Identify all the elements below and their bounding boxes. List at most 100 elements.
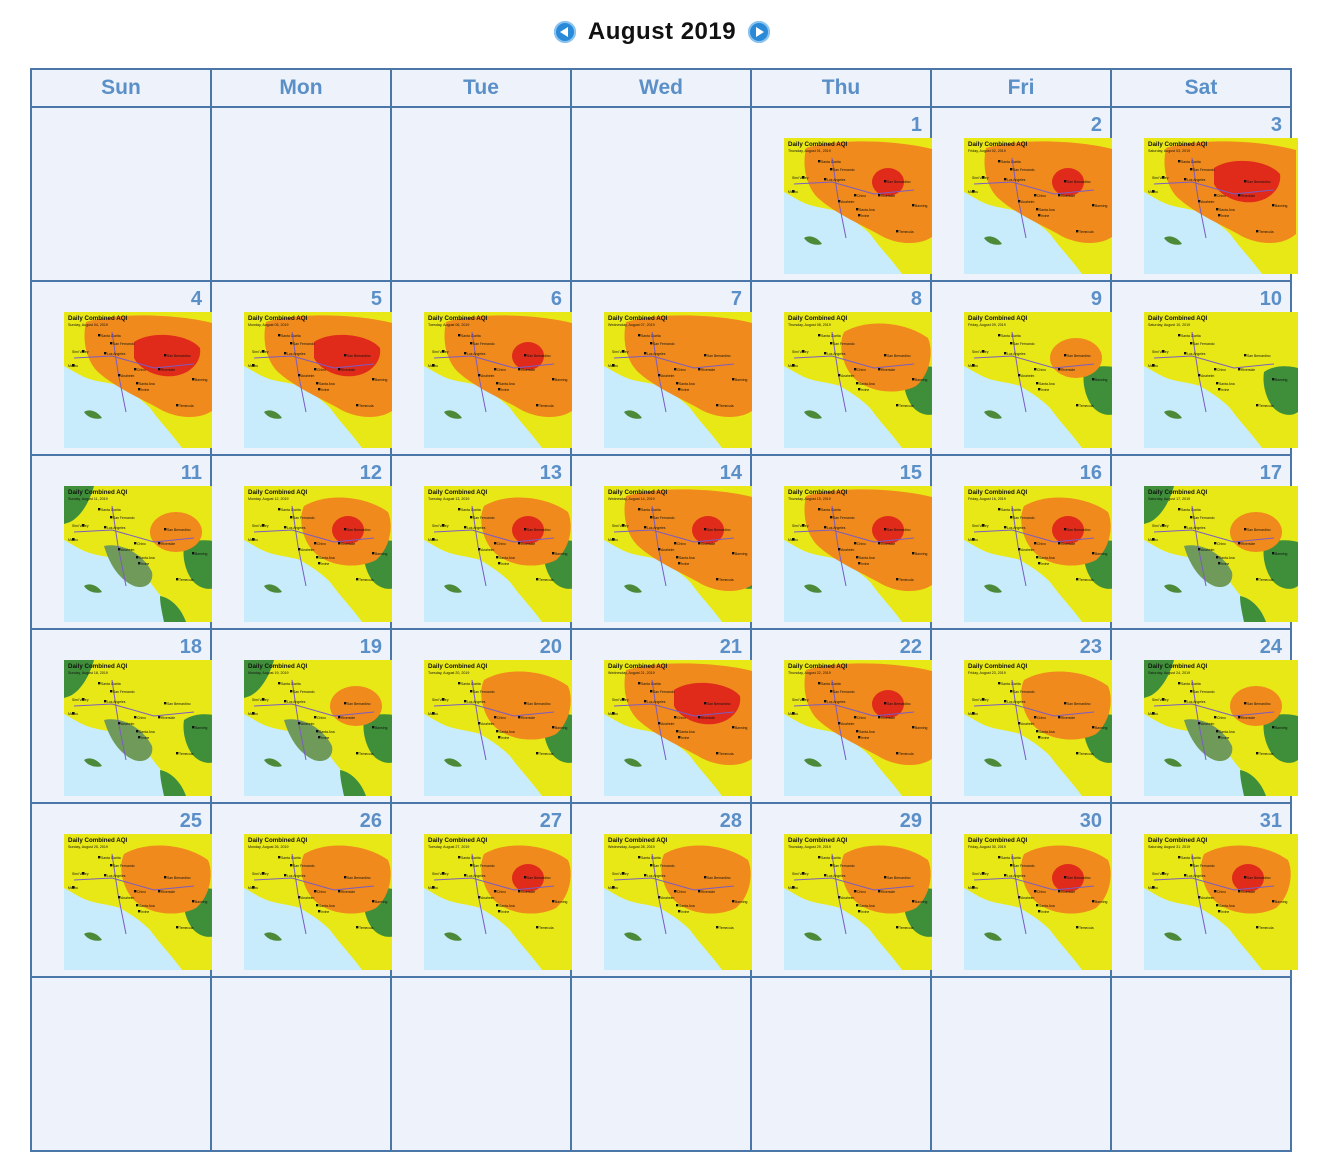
day-cell[interactable]: 13 Daily Combined AQI Tuesday, August 13, … — [390, 454, 578, 630]
aqi-map-thumbnail[interactable]: Daily Combined AQI Thursday, August 22, 2… — [784, 660, 938, 796]
city-marker — [284, 874, 287, 877]
day-cell[interactable]: 30 Daily Combined AQI Friday, August 30, 2… — [930, 802, 1118, 978]
aqi-map-thumbnail[interactable]: Daily Combined AQI Sunday, August 25, 201… — [64, 834, 218, 970]
day-cell[interactable]: 28 Daily Combined AQI Wednesday, August 28… — [570, 802, 758, 978]
city-marker — [138, 388, 141, 391]
aqi-map-thumbnail[interactable]: Daily Combined AQI Tuesday, August 06, 20… — [424, 312, 578, 448]
city-marker — [1216, 730, 1219, 733]
aqi-map-thumbnail[interactable]: Daily Combined AQI Wednesday, August 28, … — [604, 834, 758, 970]
aqi-map-thumbnail[interactable]: Daily Combined AQI Sunday, August 04, 201… — [64, 312, 218, 448]
map-date-caption: Thursday, August 08, 2019 — [788, 323, 831, 327]
aqi-map-thumbnail[interactable]: Daily Combined AQI Saturday, August 10, 2… — [1144, 312, 1298, 448]
city-marker — [884, 354, 887, 357]
city-label: Anaheim — [1201, 896, 1215, 900]
city-marker — [158, 542, 161, 545]
city-label: Malibu — [788, 364, 798, 368]
aqi-map-thumbnail[interactable]: Daily Combined AQI Thursday, August 08, 2… — [784, 312, 938, 448]
city-marker — [134, 542, 137, 545]
city-marker — [442, 350, 445, 353]
aqi-map-thumbnail[interactable]: Daily Combined AQI Thursday, August 01, 2… — [784, 138, 938, 274]
day-cell[interactable]: 9 Daily Combined AQI Friday, August 09, 20… — [930, 280, 1118, 456]
aqi-map-thumbnail[interactable]: Daily Combined AQI Saturday, August 17, 2… — [1144, 486, 1298, 622]
city-marker — [732, 726, 735, 729]
aqi-map-thumbnail[interactable]: Daily Combined AQI Wednesday, August 14, … — [604, 486, 758, 622]
day-cell[interactable]: 12 Daily Combined AQI Monday, August 12, 2… — [210, 454, 398, 630]
day-cell[interactable]: 25 Daily Combined AQI Sunday, August 25, 2… — [30, 802, 218, 978]
city-marker — [494, 890, 497, 893]
city-label: Riverside — [701, 542, 715, 546]
city-marker — [1018, 722, 1021, 725]
day-cell[interactable]: 5 Daily Combined AQI Monday, August 05, 20… — [210, 280, 398, 456]
city-marker — [1018, 548, 1021, 551]
city-marker — [278, 334, 281, 337]
city-label: Los Angeles — [827, 526, 846, 530]
day-cell[interactable]: 2 Daily Combined AQI Friday, August 02, 20… — [930, 106, 1118, 282]
city-marker — [830, 690, 833, 693]
aqi-map-thumbnail[interactable]: Daily Combined AQI Monday, August 05, 201… — [244, 312, 398, 448]
city-marker — [176, 404, 179, 407]
day-cell[interactable]: 23 Daily Combined AQI Friday, August 23, 2… — [930, 628, 1118, 804]
city-label: Simi Valley — [612, 524, 629, 528]
day-cell[interactable]: 7 Daily Combined AQI Wednesday, August 07,… — [570, 280, 758, 456]
next-month-button[interactable] — [748, 21, 771, 43]
aqi-map-thumbnail[interactable]: Daily Combined AQI Tuesday, August 20, 20… — [424, 660, 578, 796]
city-marker — [458, 682, 461, 685]
day-cell[interactable]: 29 Daily Combined AQI Thursday, August 29,… — [750, 802, 938, 978]
aqi-map-thumbnail[interactable]: Daily Combined AQI Tuesday, August 27, 20… — [424, 834, 578, 970]
map-date-caption: Thursday, August 15, 2019 — [788, 497, 831, 501]
aqi-map-thumbnail[interactable]: Daily Combined AQI Friday, August 02, 201… — [964, 138, 1118, 274]
day-cell[interactable]: 15 Daily Combined AQI Thursday, August 15,… — [750, 454, 938, 630]
aqi-map-thumbnail[interactable]: Daily Combined AQI Thursday, August 29, 2… — [784, 834, 938, 970]
day-cell[interactable]: 16 Daily Combined AQI Friday, August 16, 2… — [930, 454, 1118, 630]
aqi-map-thumbnail[interactable]: Daily Combined AQI Wednesday, August 07, … — [604, 312, 758, 448]
aqi-map-thumbnail[interactable]: Daily Combined AQI Sunday, August 11, 201… — [64, 486, 218, 622]
city-label: Chino — [857, 368, 866, 372]
aqi-map-thumbnail[interactable]: Daily Combined AQI Friday, August 23, 201… — [964, 660, 1118, 796]
map-title: Daily Combined AQI — [428, 837, 488, 844]
day-cell[interactable]: 10 Daily Combined AQI Saturday, August 10,… — [1110, 280, 1298, 456]
day-cell[interactable]: 3 Daily Combined AQI Saturday, August 03, … — [1110, 106, 1298, 282]
day-cell[interactable]: 21 Daily Combined AQI Wednesday, August 21… — [570, 628, 758, 804]
aqi-map-thumbnail[interactable]: Daily Combined AQI Saturday, August 24, 2… — [1144, 660, 1298, 796]
day-cell[interactable]: 19 Daily Combined AQI Monday, August 19, 2… — [210, 628, 398, 804]
city-label: Santa Clarita — [1181, 334, 1201, 338]
previous-month-button[interactable] — [553, 21, 576, 43]
week-row: 18 Daily Combined AQI Sunday, August 18, 2… — [30, 628, 1298, 804]
map-title: Daily Combined AQI — [788, 663, 848, 670]
day-cell[interactable]: 22 Daily Combined AQI Thursday, August 22,… — [750, 628, 938, 804]
day-cell[interactable]: 24 Daily Combined AQI Saturday, August 24,… — [1110, 628, 1298, 804]
aqi-map-thumbnail[interactable]: Daily Combined AQI Friday, August 09, 201… — [964, 312, 1118, 448]
city-label: Anaheim — [661, 896, 675, 900]
day-cell[interactable]: 1 Daily Combined AQI Thursday, August 01, … — [750, 106, 938, 282]
city-label: Santa Ana — [499, 382, 515, 386]
day-cell[interactable]: 18 Daily Combined AQI Sunday, August 18, 2… — [30, 628, 218, 804]
aqi-map-thumbnail[interactable]: Daily Combined AQI Wednesday, August 21, … — [604, 660, 758, 796]
aqi-map-thumbnail[interactable]: Daily Combined AQI Friday, August 16, 201… — [964, 486, 1118, 622]
day-cell[interactable]: 31 Daily Combined AQI Saturday, August 31,… — [1110, 802, 1298, 978]
aqi-map-thumbnail[interactable]: Daily Combined AQI Saturday, August 31, 2… — [1144, 834, 1298, 970]
day-cell[interactable]: 8 Daily Combined AQI Thursday, August 08, … — [750, 280, 938, 456]
day-cell[interactable]: 4 Daily Combined AQI Sunday, August 04, 20… — [30, 280, 218, 456]
city-marker — [1244, 180, 1247, 183]
aqi-map-thumbnail[interactable]: Daily Combined AQI Sunday, August 18, 201… — [64, 660, 218, 796]
city-marker — [1162, 698, 1165, 701]
day-cell[interactable]: 6 Daily Combined AQI Tuesday, August 06, 2… — [390, 280, 578, 456]
day-number: 8 — [910, 288, 922, 310]
city-label: Santa Clarita — [461, 682, 481, 686]
day-cell[interactable]: 11 Daily Combined AQI Sunday, August 11, 2… — [30, 454, 218, 630]
aqi-map-thumbnail[interactable]: Daily Combined AQI Monday, August 12, 201… — [244, 486, 398, 622]
day-cell[interactable]: 14 Daily Combined AQI Wednesday, August 14… — [570, 454, 758, 630]
aqi-map-thumbnail[interactable]: Daily Combined AQI Monday, August 26, 201… — [244, 834, 398, 970]
day-cell[interactable]: 17 Daily Combined AQI Saturday, August 17,… — [1110, 454, 1298, 630]
aqi-map-thumbnail[interactable]: Daily Combined AQI Monday, August 19, 201… — [244, 660, 398, 796]
day-cell[interactable]: 26 Daily Combined AQI Monday, August 26, 2… — [210, 802, 398, 978]
aqi-map-thumbnail[interactable]: Daily Combined AQI Tuesday, August 13, 20… — [424, 486, 578, 622]
day-cell[interactable]: 27 Daily Combined AQI Tuesday, August 27, … — [390, 802, 578, 978]
city-marker — [1036, 904, 1039, 907]
city-label: San Fernando — [1193, 516, 1215, 520]
day-cell[interactable]: 20 Daily Combined AQI Tuesday, August 20, … — [390, 628, 578, 804]
aqi-map-thumbnail[interactable]: Daily Combined AQI Friday, August 30, 201… — [964, 834, 1118, 970]
aqi-map-thumbnail[interactable]: Daily Combined AQI Saturday, August 03, 2… — [1144, 138, 1298, 274]
aqi-map-thumbnail[interactable]: Daily Combined AQI Thursday, August 15, 2… — [784, 486, 938, 622]
city-marker — [1038, 910, 1041, 913]
